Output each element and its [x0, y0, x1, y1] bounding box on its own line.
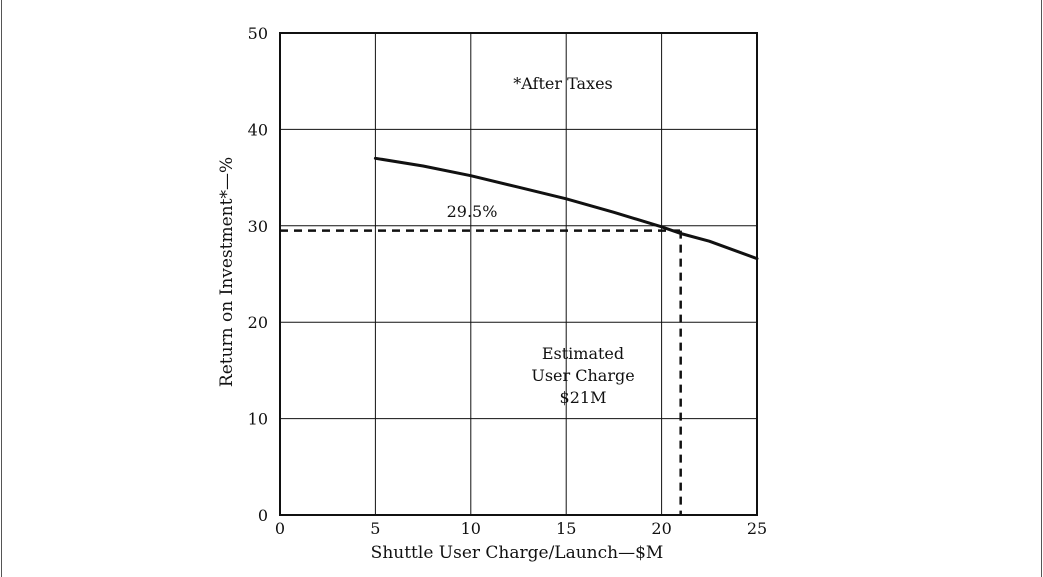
roi-value-label: 29.5% — [447, 202, 498, 221]
estimate-line-2: User Charge — [531, 366, 634, 385]
y-tick-label: 10 — [248, 410, 268, 429]
y-axis-label: Return on Investment*—% — [217, 157, 237, 387]
y-tick-label: 40 — [248, 120, 268, 139]
reference-lines — [280, 229, 682, 515]
y-tick-label: 30 — [248, 217, 268, 236]
y-tick-label: 0 — [258, 506, 268, 525]
estimate-line-3: $21M — [560, 388, 607, 407]
after-taxes-note: *After Taxes — [513, 74, 613, 93]
y-tick-label: 20 — [248, 313, 268, 332]
roi-curve — [373, 156, 759, 261]
y-tick-label: 50 — [248, 24, 268, 43]
x-tick-label: 5 — [370, 519, 380, 538]
series-layer — [373, 156, 759, 261]
x-tick-label: 25 — [747, 519, 767, 538]
x-tick-label: 10 — [461, 519, 481, 538]
x-tick-label: 15 — [556, 519, 576, 538]
plot-area — [279, 32, 758, 516]
x-axis-label: Shuttle User Charge/Launch—$M — [371, 543, 664, 563]
estimate-line-1: Estimated — [542, 344, 624, 363]
x-tick-label: 20 — [651, 519, 671, 538]
x-tick-label: 0 — [275, 519, 285, 538]
tick-labels: 0 5 10 15 20 25 0 10 20 30 40 50 — [248, 24, 768, 538]
grid-lines — [280, 33, 757, 515]
